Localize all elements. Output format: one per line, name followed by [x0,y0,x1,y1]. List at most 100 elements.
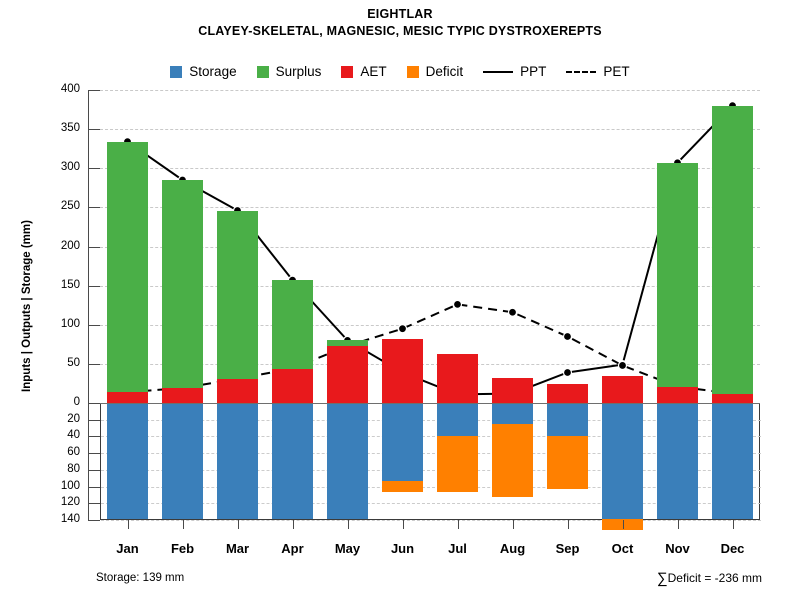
y-tick-label: 20 [67,412,80,425]
y-tick [88,403,100,404]
bar-aet[interactable] [491,377,534,403]
bar-aet[interactable] [161,388,204,403]
legend-item-ppt[interactable]: PPT [483,64,546,79]
bar-deficit[interactable] [601,519,644,531]
gridline [100,207,760,209]
x-tick-label-aug: Aug [499,541,526,556]
bar-storage[interactable] [106,403,149,520]
gridline [100,129,760,131]
gridline [101,486,761,488]
y-tick [88,520,100,521]
data-point-ppt[interactable] [562,367,573,378]
y-tick [88,469,100,471]
y-tick [88,90,100,91]
data-point-pet[interactable] [617,360,628,371]
bar-surplus[interactable] [656,162,699,387]
sigma-icon: ∑ [656,570,668,587]
legend-label: PPT [520,64,547,79]
bar-storage[interactable] [546,403,589,437]
legend-item-surplus[interactable]: Surplus [256,64,322,79]
x-tick [732,520,734,529]
y-tick [88,363,100,365]
y-tick-label: 200 [60,239,80,252]
bar-aet[interactable] [656,386,699,403]
x-tick [402,520,404,529]
bar-storage[interactable] [161,403,204,520]
x-tick [567,520,569,529]
legend-label: Deficit [425,64,464,79]
legend-item-aet[interactable]: AET [341,64,387,79]
series-line-ppt [126,104,734,396]
upper-panel [100,90,760,403]
bar-surplus[interactable] [271,280,314,369]
bar-aet[interactable] [216,378,259,403]
legend-item-pet[interactable]: PET [566,64,630,79]
data-point-pet[interactable] [507,307,518,317]
legend-label: Surplus [275,64,322,79]
gridline [100,168,760,170]
bar-storage[interactable] [711,403,754,520]
gridline [101,453,761,455]
x-tick [512,520,514,529]
y-tick [88,207,100,209]
bar-deficit[interactable] [436,436,479,492]
bar-storage[interactable] [271,403,314,520]
bar-aet[interactable] [546,384,589,403]
y-tick-label: 250 [60,200,80,213]
bar-deficit[interactable] [491,423,534,497]
series-line-pet [127,303,733,395]
bar-storage[interactable] [656,403,699,520]
y-tick-label: 100 [60,479,80,492]
chart-legend: Storage Surplus AET Deficit PPT PET [0,64,800,79]
y-axis-ticks: 0 50 100 150 200 250 300 350 400 20 40 60 80 100 120 14… [0,0,100,600]
bar-aet[interactable] [711,393,754,403]
bar-aet[interactable] [106,392,149,403]
y-tick [88,324,100,326]
bar-storage[interactable] [216,403,259,520]
bar-aet[interactable] [601,375,644,403]
bar-storage[interactable] [491,403,534,424]
bar-surplus[interactable] [326,340,369,346]
x-tick [127,520,129,529]
bar-aet[interactable] [436,353,479,403]
y-tick-label: 140 [60,513,80,525]
gridline [100,90,760,91]
bar-surplus[interactable] [161,179,204,389]
bar-storage[interactable] [326,403,369,520]
y-tick [88,503,100,505]
gridline [101,419,761,421]
bar-surplus[interactable] [106,141,149,393]
data-point-pet[interactable] [562,331,573,342]
y-tick [88,129,100,131]
gridline [100,246,760,248]
bar-aet[interactable] [271,368,314,403]
y-tick-label: 0 [73,396,80,408]
x-tick [622,520,624,529]
zero-baseline [100,403,760,404]
bar-storage[interactable] [381,403,424,481]
bar-storage[interactable] [436,403,479,437]
x-tick [182,520,184,529]
bar-aet[interactable] [326,345,369,403]
x-tick-label-may: May [334,541,361,556]
data-point-pet[interactable] [452,299,463,310]
y-tick [88,419,100,421]
x-tick-label-jul: Jul [448,541,467,556]
bar-storage[interactable] [601,403,644,520]
bar-deficit[interactable] [546,436,589,490]
legend-swatch-surplus-icon [256,65,269,78]
bar-aet[interactable] [381,338,424,403]
chart-title-block: EIGHTLAR CLAYEY-SKELETAL, MAGNESIC, MESI… [0,6,800,40]
x-tick [677,520,679,529]
bar-surplus[interactable] [711,105,754,394]
data-point-pet[interactable] [397,324,408,334]
chart-title-line2: CLAYEY-SKELETAL, MAGNESIC, MESIC TYPIC D… [198,24,602,38]
bar-surplus[interactable] [216,210,259,379]
gridline [101,520,761,521]
legend-item-deficit[interactable]: Deficit [406,64,464,79]
bar-deficit[interactable] [381,480,424,492]
x-tick-label-apr: Apr [281,541,304,556]
legend-item-storage[interactable]: Storage [170,64,237,79]
gridline [101,469,761,471]
legend-swatch-storage-icon [170,65,183,78]
